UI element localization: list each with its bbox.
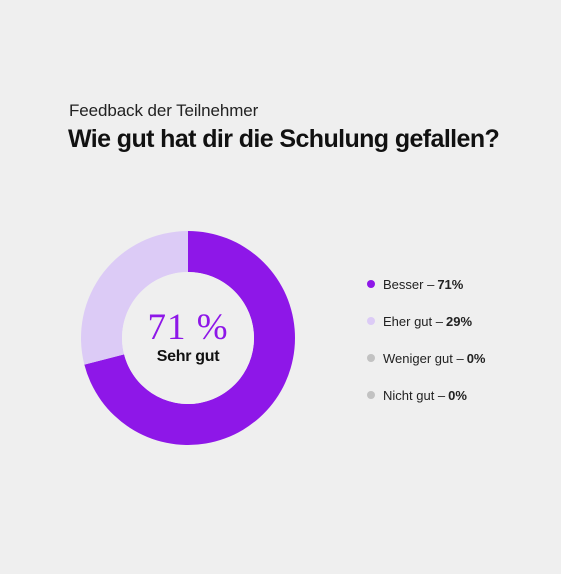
chart-subtitle: Feedback der Teilnehmer — [69, 101, 259, 120]
legend-item-eher-gut: Eher gut –29% — [367, 311, 486, 331]
legend-item-nicht-gut: Nicht gut –0% — [367, 385, 486, 405]
legend-label: Eher gut – — [383, 313, 443, 329]
legend-value: 71% — [437, 276, 464, 292]
donut-slice-eher-gut — [80, 231, 188, 365]
legend-swatch — [367, 354, 375, 362]
legend-item-weniger-gut: Weniger gut –0% — [367, 348, 486, 368]
legend-swatch — [367, 391, 375, 399]
chart-legend: Besser –71% Eher gut –29% Weniger gut –0% N… — [367, 274, 486, 422]
legend-label: Nicht gut – — [383, 387, 446, 403]
legend-value: 0% — [448, 387, 467, 403]
legend-value: 0% — [466, 350, 486, 366]
legend-value: 29% — [446, 313, 473, 329]
legend-label: Weniger gut – — [383, 350, 464, 366]
donut-hole — [122, 272, 254, 404]
center-label: Sehr gut — [156, 348, 220, 365]
legend-swatch — [367, 317, 375, 325]
legend-swatch — [367, 280, 375, 288]
donut-slice-besser — [84, 231, 295, 445]
legend-label: Besser – — [383, 276, 435, 292]
center-percentage: 71 % — [147, 307, 229, 348]
legend-item-besser: Besser –71% — [367, 274, 486, 294]
chart-title: Wie gut hat dir die Schulung gefallen? — [68, 125, 500, 153]
